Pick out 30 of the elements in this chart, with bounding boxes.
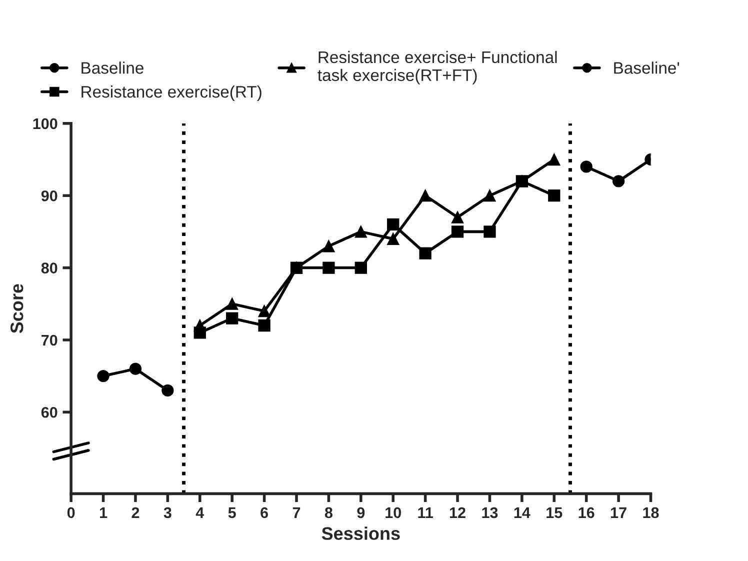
x-tick-label: 2 bbox=[132, 507, 140, 518]
x-tick-label: 4 bbox=[196, 507, 204, 518]
y-tick-label: 90 bbox=[41, 190, 58, 202]
legend-label: Resistance exercise(RT) bbox=[82, 85, 262, 102]
x-tick-label: 3 bbox=[164, 507, 172, 518]
x-tick-label: 13 bbox=[482, 507, 498, 518]
y-tick-label: 100 bbox=[33, 118, 58, 130]
x-tick-label: 18 bbox=[643, 507, 659, 518]
x-tick-label: 0 bbox=[67, 507, 75, 518]
x-tick-label: 11 bbox=[418, 507, 433, 518]
x-tick-label: 15 bbox=[546, 507, 562, 518]
y-tick-label: 80 bbox=[41, 262, 58, 274]
x-tick-label: 5 bbox=[228, 507, 236, 518]
legend-label: Resistance exercise+ Functional task exercise(RT+FT) bbox=[318, 50, 557, 84]
x-tick-label: 10 bbox=[386, 507, 401, 518]
y-axis-title: Score bbox=[10, 284, 24, 334]
x-tick-label: 17 bbox=[611, 507, 626, 518]
y-tick-label: 60 bbox=[41, 406, 58, 418]
legend-label: Baseline' bbox=[614, 62, 680, 74]
x-tick-label: 1 bbox=[100, 507, 108, 518]
x-tick-label: 8 bbox=[324, 507, 332, 518]
x-axis-title: Sessions bbox=[322, 526, 400, 540]
x-tick-label: 7 bbox=[292, 507, 300, 518]
x-tick-label: 9 bbox=[357, 507, 365, 518]
x-tick-label: 16 bbox=[578, 507, 594, 518]
x-tick-label: 12 bbox=[450, 507, 466, 518]
x-tick-label: 6 bbox=[260, 507, 268, 518]
legend-label: Baseline bbox=[82, 62, 144, 74]
x-tick-label: 14 bbox=[514, 507, 530, 518]
y-tick-label: 70 bbox=[42, 334, 58, 346]
